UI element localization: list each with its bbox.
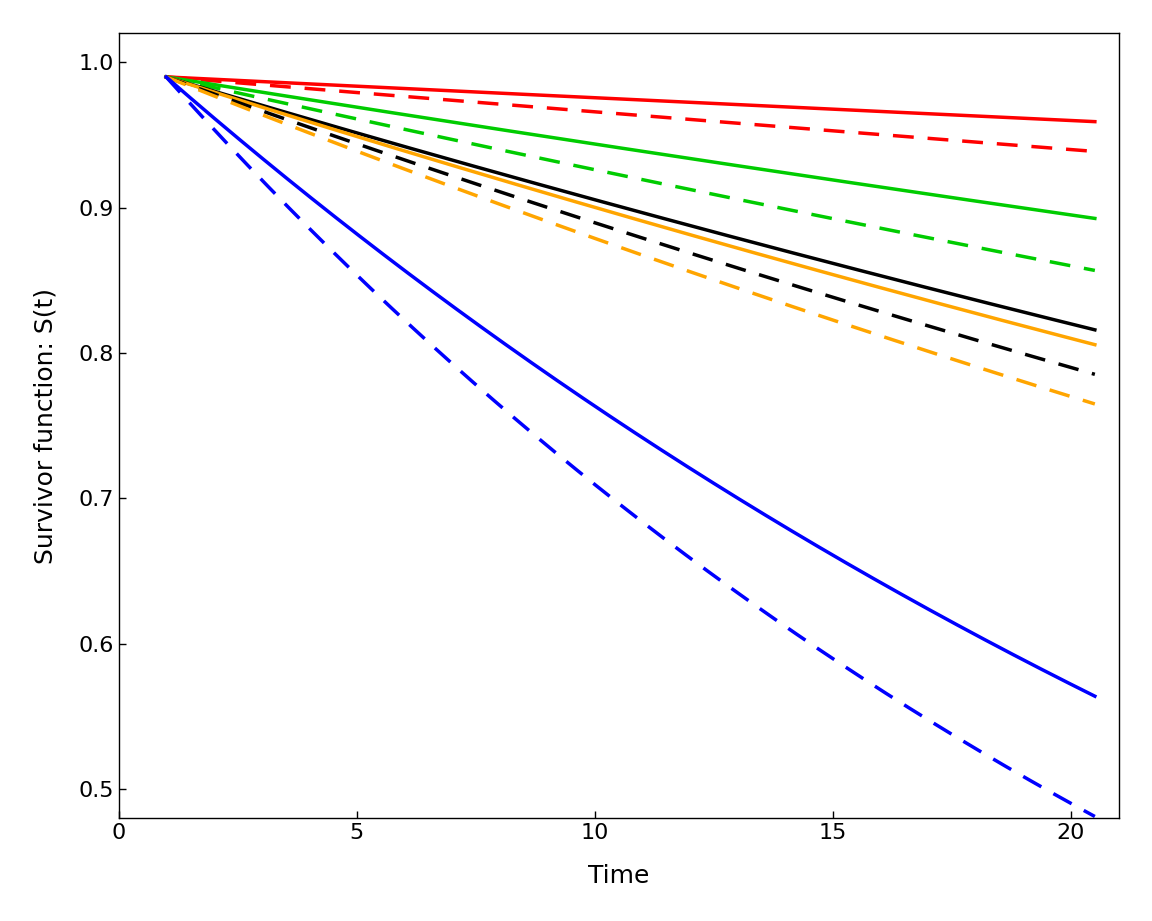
Y-axis label: Survivor function: S(t): Survivor function: S(t) [33, 287, 58, 564]
X-axis label: Time: Time [588, 864, 650, 888]
